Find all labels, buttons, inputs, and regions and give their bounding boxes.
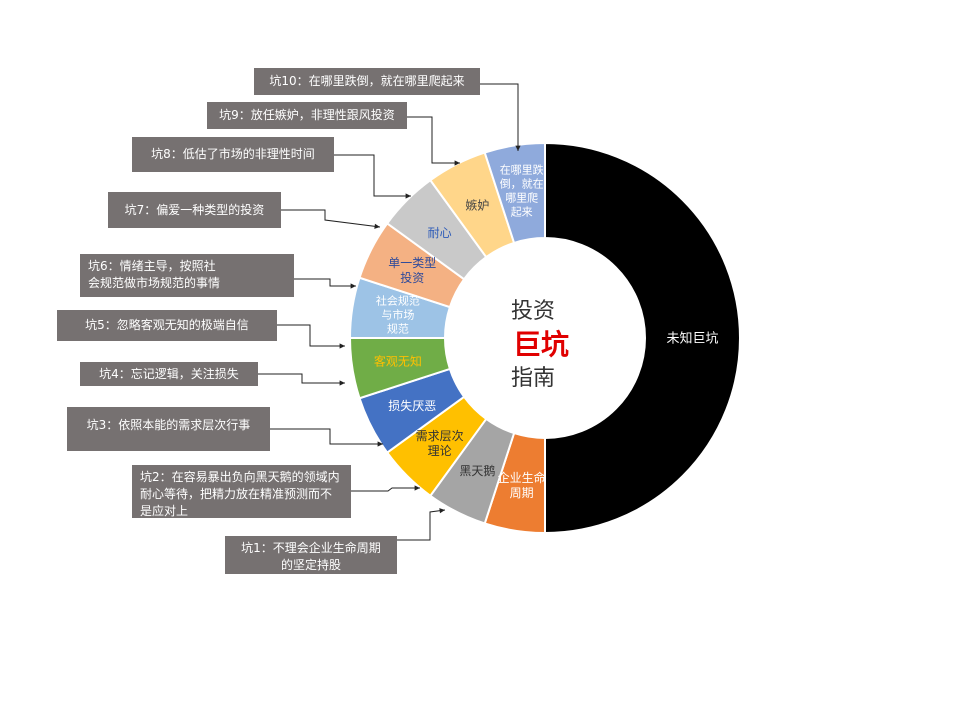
connector-arrowhead <box>414 485 420 491</box>
donut-slice <box>483 141 546 245</box>
donut-slice <box>544 141 741 535</box>
connector-arrowhead <box>339 343 345 349</box>
slice-label: 客观无知 <box>374 354 422 369</box>
connector-line <box>294 278 356 287</box>
connector-arrowhead <box>454 160 460 166</box>
center-title-line-2: 巨坑 <box>513 328 569 361</box>
callout-pit-10: 坑10：在哪里跌倒，就在哪里爬起来 <box>254 68 480 95</box>
callout-pit-2: 坑2：在容易暴出负向黑天鹅的领域内 耐心等待，把精力放在精准预测而不 是应对上 <box>132 465 351 518</box>
slice-label: 在哪里跌倒，就在哪里爬起来 <box>500 163 544 219</box>
center-title-line-3: 指南 <box>511 366 555 391</box>
connector-arrowhead <box>377 441 383 447</box>
connector-line <box>397 509 446 541</box>
slice-label: 损失厌恶 <box>388 398 436 413</box>
connector-line <box>258 373 345 384</box>
connector-line <box>270 428 383 445</box>
callout-pit-7: 坑7：偏爱一种类型的投资 <box>108 192 281 228</box>
donut-slices <box>348 141 741 535</box>
slice-label: 未知巨坑 <box>666 331 718 347</box>
center-title: 投资 巨坑 指南 <box>511 299 569 391</box>
connector-arrowhead <box>439 508 445 514</box>
slice-label: 企业生命周期 <box>498 470 546 500</box>
callout-pit-3: 坑3：依照本能的需求层次行事 <box>67 407 270 451</box>
connector-line <box>334 154 411 197</box>
callout-connectors <box>258 83 521 541</box>
connector-line <box>351 487 420 492</box>
connector-arrowhead <box>405 193 411 199</box>
slice-label: 黑天鹅 <box>459 464 495 478</box>
slice-label: 耐心 <box>428 226 452 240</box>
connector-line <box>480 83 519 151</box>
slice-label: 社会规范与市场规范 <box>376 294 420 336</box>
connector-arrowhead <box>339 380 345 386</box>
callout-pit-4: 坑4：忘记逻辑，关注损失 <box>80 362 258 386</box>
connector-line <box>277 324 345 347</box>
callout-pit-5: 坑5：忽略客观无知的极端自信 <box>57 310 277 341</box>
slice-label: 嫉妒 <box>465 197 489 212</box>
slice-label: 单一类型投资 <box>388 256 436 285</box>
connector-arrowhead <box>515 145 521 151</box>
connector-arrowhead <box>350 283 356 289</box>
slice-label: 需求层次理论 <box>416 429 464 458</box>
callout-pit-1: 坑1：不理会企业生命周期 的坚定持股 <box>225 536 397 574</box>
connector-line <box>407 116 460 164</box>
center-title-line-1: 投资 <box>511 299 555 324</box>
callout-pit-9: 坑9：放任嫉妒，非理性跟风投资 <box>207 102 407 129</box>
callout-pit-6: 坑6：情绪主导，按照社 会规范做市场规范的事情 <box>80 254 294 297</box>
callout-pit-8: 坑8：低估了市场的非理性时间 <box>132 137 334 172</box>
connector-arrowhead <box>374 223 380 229</box>
connector-line <box>281 209 381 228</box>
